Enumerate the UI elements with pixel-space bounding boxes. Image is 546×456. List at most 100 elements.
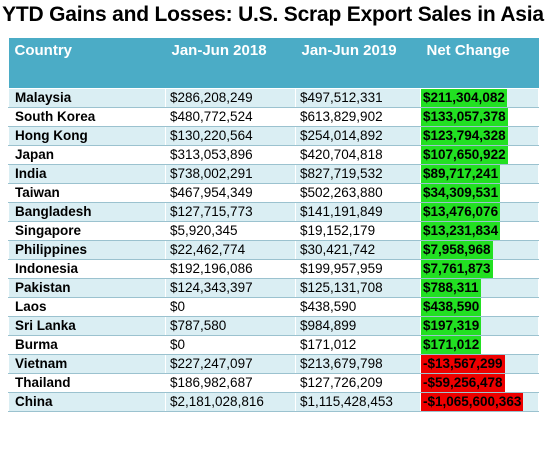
- sales-2019-cell: $497,512,331: [295, 87, 421, 108]
- country-cell: Pakistan: [8, 277, 166, 298]
- table-row: Sri Lanka $787,580 $984,899 $197,319: [8, 315, 539, 336]
- sales-2018-cell: $0: [165, 296, 296, 317]
- sales-2018-cell: $227,247,097: [165, 353, 296, 374]
- net-change-cell: $123,794,328: [420, 125, 539, 146]
- country-cell: Sri Lanka: [8, 315, 166, 336]
- table-row: Taiwan $467,954,349 $502,263,880 $34,309,53…: [8, 182, 539, 203]
- net-change-cell: $7,761,873: [420, 258, 539, 279]
- sales-2019-cell: $125,131,708: [295, 277, 421, 298]
- table-row: Indonesia $192,196,086 $199,957,959 $7,761,…: [8, 258, 539, 279]
- sales-2019-cell: $438,590: [295, 296, 421, 317]
- table-row: South Korea $480,772,524 $613,829,902 $133,…: [8, 106, 539, 127]
- sales-2019-cell: $613,829,902: [295, 106, 421, 127]
- country-cell: Indonesia: [8, 258, 166, 279]
- net-change-cell: $438,590: [420, 296, 539, 317]
- net-change-cell: $13,476,076: [420, 201, 539, 222]
- sales-2018-cell: $787,580: [165, 315, 296, 336]
- sales-2019-cell: $171,012: [295, 334, 421, 355]
- sales-2018-cell: $286,208,249: [165, 87, 296, 108]
- net-gain-value: $133,057,378: [421, 107, 508, 126]
- table-row: Vietnam $227,247,097 $213,679,798 -$13,567,…: [8, 353, 539, 374]
- net-gain-value: $7,958,968: [421, 240, 493, 259]
- table-row: Burma $0 $171,012 $171,012: [8, 334, 539, 355]
- net-change-cell: $34,309,531: [420, 182, 539, 203]
- net-change-cell: $133,057,378: [420, 106, 539, 127]
- country-cell: Vietnam: [8, 353, 166, 374]
- sales-2018-cell: $130,220,564: [165, 125, 296, 146]
- table-row: Laos $0 $438,590 $438,590: [8, 296, 539, 317]
- header-jan-jun-2018: Jan-Jun 2018: [165, 38, 296, 88]
- sales-2018-cell: $192,196,086: [165, 258, 296, 279]
- net-loss-value: -$13,567,299: [421, 354, 505, 373]
- net-gain-value: $89,717,241: [421, 164, 501, 183]
- net-gain-value: $107,650,922: [421, 145, 508, 164]
- country-cell: Burma: [8, 334, 166, 355]
- table-row: Bangladesh $127,715,773 $141,191,849 $13,47…: [8, 201, 539, 222]
- table-row: Pakistan $124,343,397 $125,131,708 $788,311: [8, 277, 539, 298]
- net-gain-value: $34,309,531: [421, 183, 501, 202]
- country-cell: Laos: [8, 296, 166, 317]
- net-change-cell: $7,958,968: [420, 239, 539, 260]
- country-cell: Japan: [8, 144, 166, 165]
- net-change-cell: -$13,567,299: [420, 353, 539, 374]
- net-gain-value: $171,012: [421, 335, 482, 354]
- sales-2018-cell: $313,053,896: [165, 144, 296, 165]
- sales-2019-cell: $199,957,959: [295, 258, 421, 279]
- net-gain-value: $123,794,328: [421, 126, 508, 145]
- table-row: Thailand $186,982,687 $127,726,209 -$59,256…: [8, 372, 539, 393]
- header-net-change: Net Change: [420, 38, 539, 88]
- sales-2019-cell: $141,191,849: [295, 201, 421, 222]
- sales-2018-cell: $2,181,028,816: [165, 391, 296, 412]
- header-country: Country: [8, 38, 166, 88]
- sales-2018-cell: $22,462,774: [165, 239, 296, 260]
- header-row: Country Jan-Jun 2018 Jan-Jun 2019 Net Ch…: [8, 38, 539, 88]
- table-row: Japan $313,053,896 $420,704,818 $107,650,92…: [8, 144, 539, 165]
- net-gain-value: $211,304,082: [421, 88, 507, 107]
- net-change-cell: $171,012: [420, 334, 539, 355]
- table-row: Malaysia $286,208,249 $497,512,331 $211,304…: [8, 87, 539, 108]
- table-row: Philippines $22,462,774 $30,421,742 $7,958,…: [8, 239, 539, 260]
- country-cell: Malaysia: [8, 87, 166, 108]
- sales-2019-cell: $1,115,428,453: [295, 391, 421, 412]
- net-change-cell: $211,304,082: [420, 87, 539, 108]
- sales-2019-cell: $420,704,818: [295, 144, 421, 165]
- table-row: Singapore $5,920,345 $19,152,179 $13,231,83…: [8, 220, 539, 241]
- sales-2018-cell: $467,954,349: [165, 182, 296, 203]
- net-gain-value: $438,590: [421, 297, 482, 316]
- net-gain-value: $788,311: [421, 278, 481, 297]
- country-cell: Taiwan: [8, 182, 166, 203]
- net-change-cell: $89,717,241: [420, 163, 539, 184]
- sales-2019-cell: $19,152,179: [295, 220, 421, 241]
- country-cell: Hong Kong: [8, 125, 166, 146]
- country-cell: South Korea: [8, 106, 166, 127]
- sales-2019-cell: $827,719,532: [295, 163, 421, 184]
- sales-2019-cell: $127,726,209: [295, 372, 421, 393]
- table-row: China $2,181,028,816 $1,115,428,453 -$1,065…: [8, 391, 539, 412]
- table-row: India $738,002,291 $827,719,532 $89,717,241: [8, 163, 539, 184]
- country-cell: Philippines: [8, 239, 166, 260]
- country-cell: Singapore: [8, 220, 166, 241]
- net-loss-value: -$59,256,478: [421, 373, 505, 392]
- country-cell: India: [8, 163, 166, 184]
- sales-2019-cell: $254,014,892: [295, 125, 421, 146]
- sales-2019-cell: $984,899: [295, 315, 421, 336]
- country-cell: China: [8, 391, 166, 412]
- sales-2019-cell: $213,679,798: [295, 353, 421, 374]
- net-change-cell: $788,311: [420, 277, 539, 298]
- sales-2018-cell: $124,343,397: [165, 277, 296, 298]
- sales-2018-cell: $480,772,524: [165, 106, 296, 127]
- sales-2018-cell: $738,002,291: [165, 163, 296, 184]
- export-sales-table: Country Jan-Jun 2018 Jan-Jun 2019 Net Ch…: [8, 38, 539, 412]
- net-gain-value: $13,231,834: [421, 221, 501, 240]
- net-loss-value: -$1,065,600,363: [421, 392, 524, 411]
- net-gain-value: $7,761,873: [421, 259, 493, 278]
- net-change-cell: $13,231,834: [420, 220, 539, 241]
- net-change-cell: -$1,065,600,363: [420, 391, 539, 412]
- country-cell: Bangladesh: [8, 201, 166, 222]
- page-title: YTD Gains and Losses: U.S. Scrap Export …: [2, 3, 544, 26]
- sales-2018-cell: $0: [165, 334, 296, 355]
- sales-2018-cell: $5,920,345: [165, 220, 296, 241]
- net-gain-value: $13,476,076: [421, 202, 501, 221]
- net-gain-value: $197,319: [421, 316, 482, 335]
- table-row: Hong Kong $130,220,564 $254,014,892 $123,79…: [8, 125, 539, 146]
